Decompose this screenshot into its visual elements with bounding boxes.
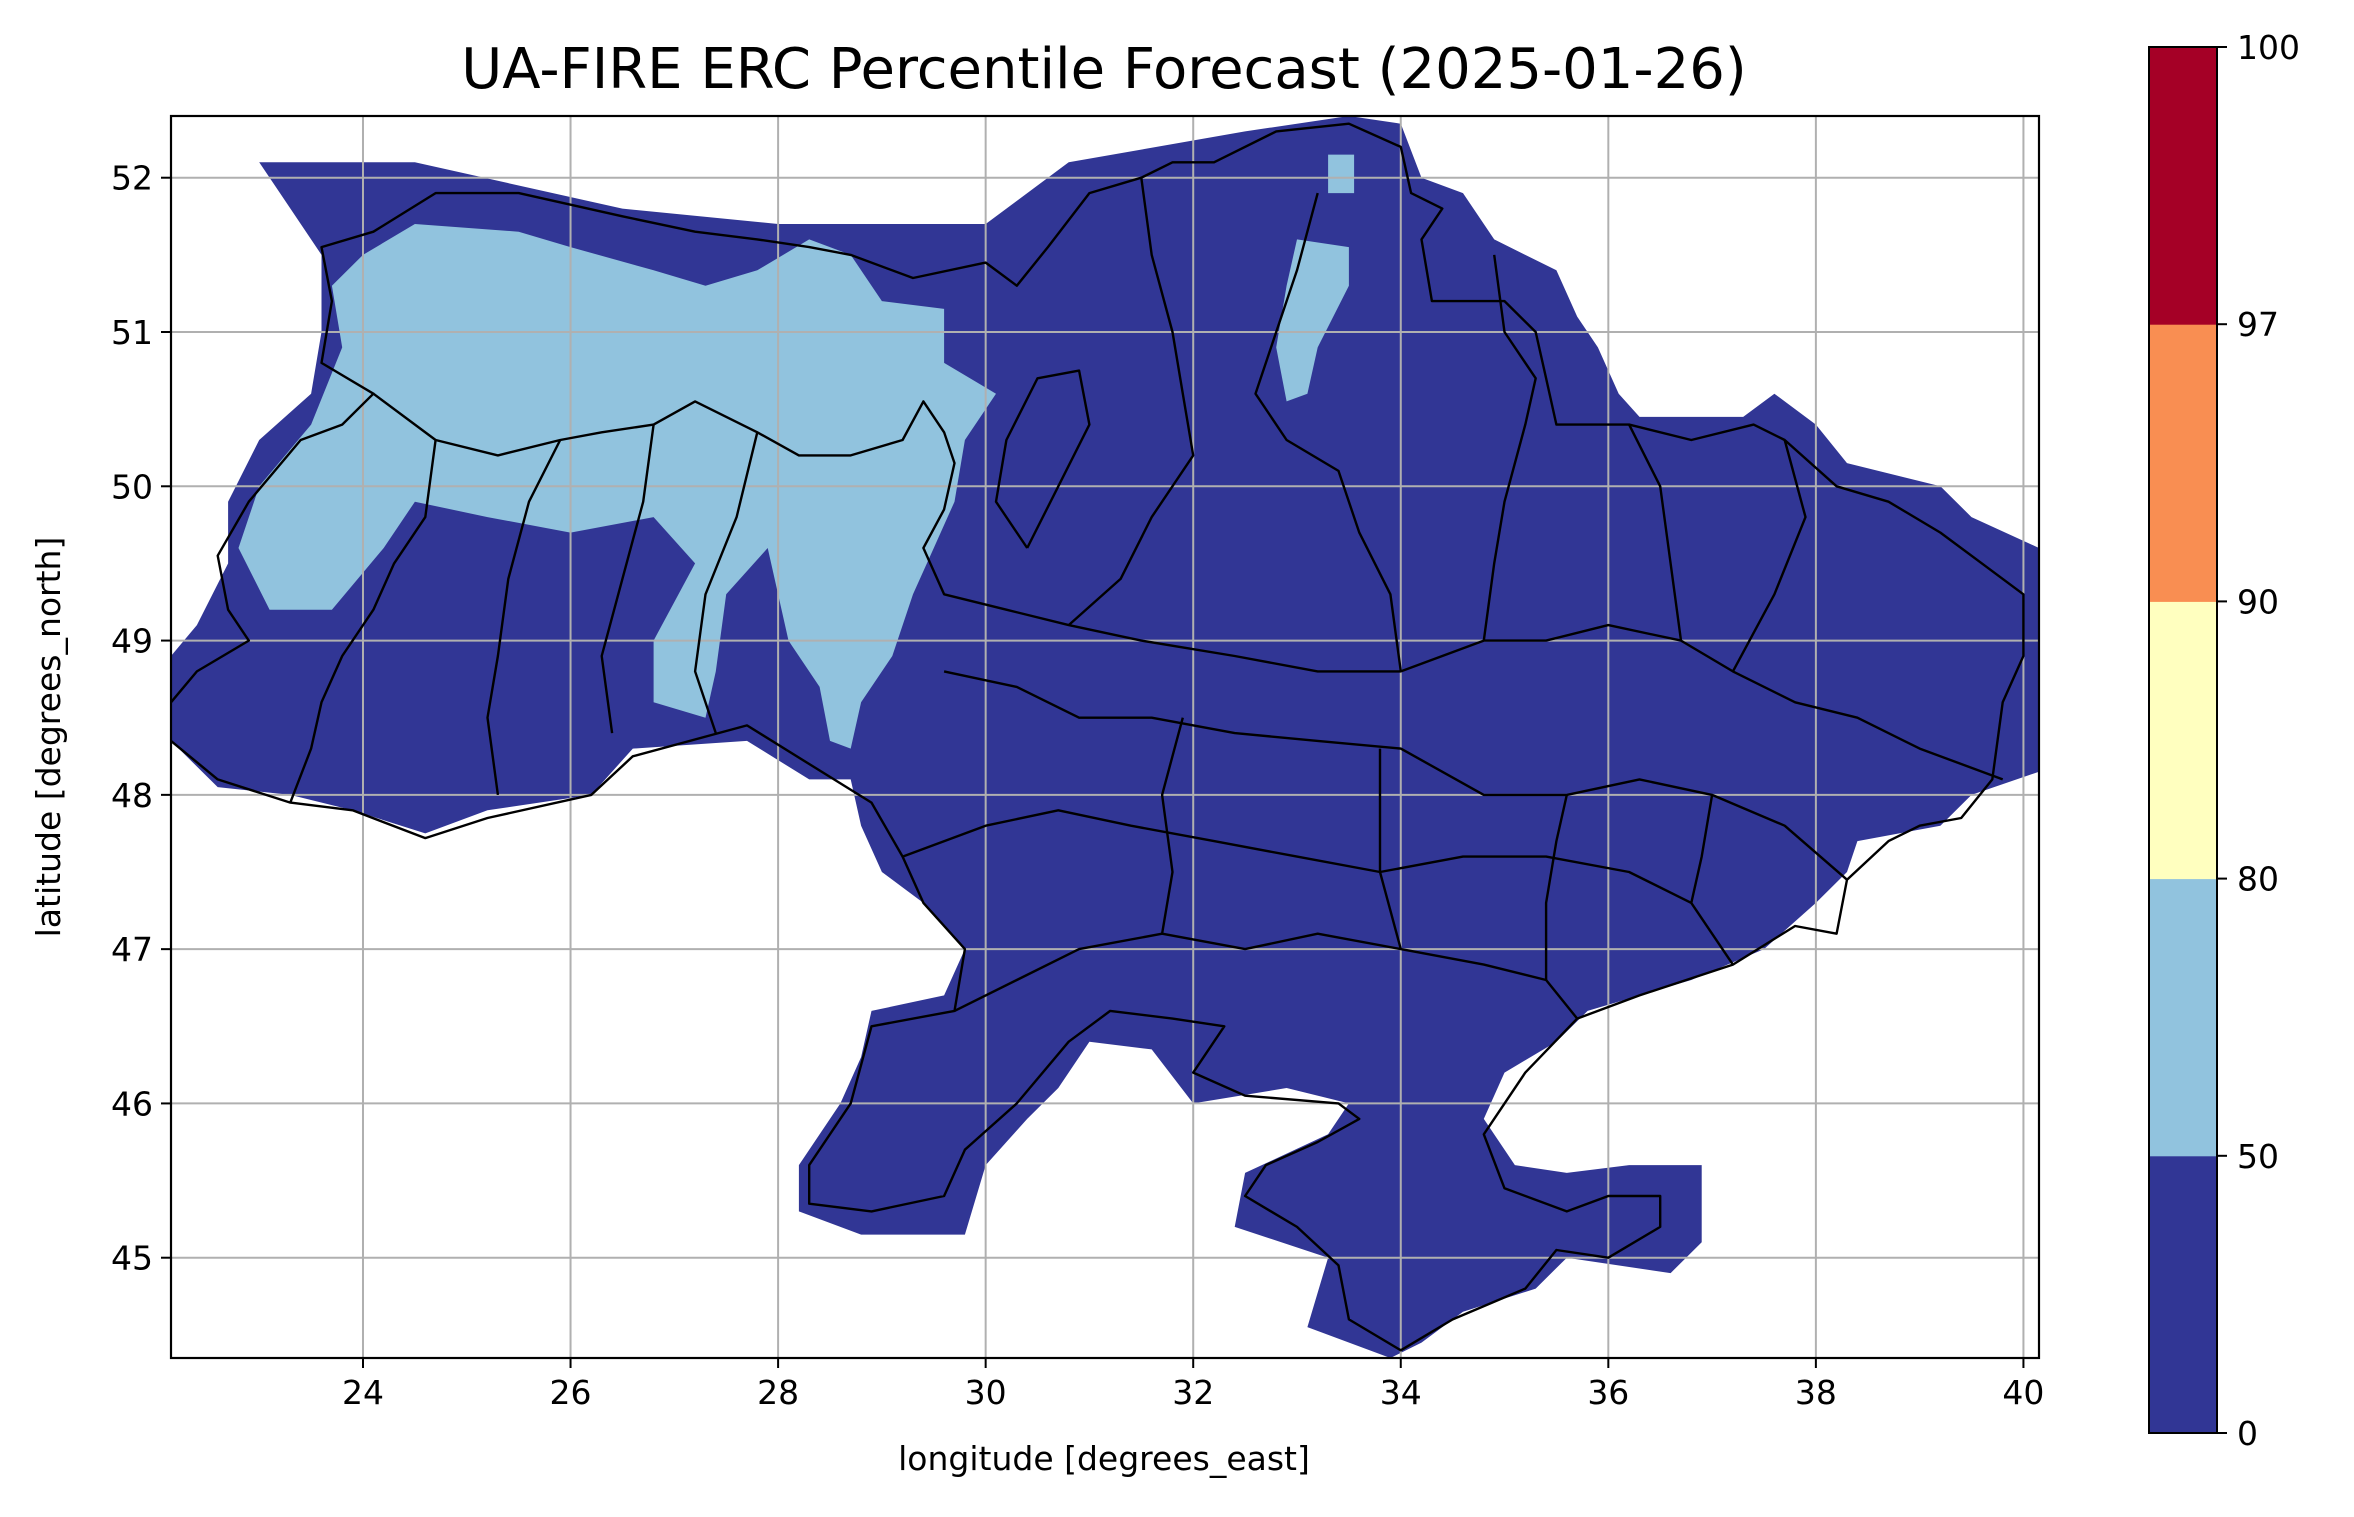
x-tick-label-30: 30 — [965, 1373, 1007, 1412]
y-tick-label-51: 51 — [111, 313, 153, 352]
colorbar-segment-50-80 — [2149, 878, 2217, 1157]
admin-border-10 — [1254, 192, 1402, 672]
colorbar-tick-label-100: 100 — [2237, 28, 2300, 67]
admin-border-1 — [372, 392, 2004, 781]
x-axis-label: longitude [degrees_east] — [898, 1439, 1310, 1478]
admin-border-17 — [1544, 794, 1568, 980]
colorbar-tick-label-97: 97 — [2237, 305, 2279, 344]
y-tick-label-50: 50 — [111, 467, 153, 506]
y-tick-label-45: 45 — [111, 1239, 153, 1278]
y-tick-label-46: 46 — [111, 1084, 153, 1123]
x-tick-label-36: 36 — [1587, 1373, 1629, 1412]
colorbar-tick-label-90: 90 — [2237, 582, 2279, 621]
y-axis-label: latitude [degrees_north] — [29, 537, 68, 938]
x-tick-label-32: 32 — [1172, 1373, 1214, 1412]
admin-border-9 — [1067, 177, 1195, 626]
plot-frame — [169, 114, 2041, 1360]
chart-title: UA-FIRE ERC Percentile Forecast (2025-01… — [461, 37, 1746, 102]
colorbar-tick-label-0: 0 — [2237, 1414, 2258, 1453]
admin-border-5 — [289, 439, 437, 804]
y-axis-ticks: 45 46 47 48 49 50 51 52 — [111, 159, 171, 1278]
colorbar-segment-80-90 — [2149, 601, 2217, 880]
oblast-borders — [171, 122, 2025, 1352]
admin-border-14 — [994, 369, 1091, 549]
admin-border-7 — [600, 424, 655, 734]
region-50-80-3 — [1328, 154, 1355, 194]
x-tick-label-28: 28 — [757, 1373, 799, 1412]
admin-border-4 — [953, 932, 1579, 1020]
y-tick-label-52: 52 — [111, 159, 153, 198]
admin-border-3 — [902, 809, 1734, 966]
x-tick-label-38: 38 — [1795, 1373, 1837, 1412]
colorbar-tick-label-80: 80 — [2237, 860, 2279, 899]
admin-border-6 — [486, 439, 562, 796]
admin-border-18 — [1690, 794, 1714, 904]
colorbar-tick-label-50: 50 — [2237, 1137, 2279, 1176]
gridlines — [171, 116, 2039, 1358]
admin-border-15 — [1160, 717, 1184, 934]
x-tick-label-34: 34 — [1380, 1373, 1422, 1412]
admin-border-11 — [1482, 254, 1537, 641]
y-tick-label-48: 48 — [111, 776, 153, 815]
x-tick-label-40: 40 — [2002, 1373, 2044, 1412]
x-tick-label-24: 24 — [342, 1373, 384, 1412]
colorbar: 0 50 80 90 97 100 — [2148, 28, 2300, 1453]
percentile-regions — [171, 116, 2039, 1358]
admin-border-12 — [1628, 424, 1683, 641]
colorbar-frame — [2148, 46, 2218, 1434]
admin-border-13 — [1731, 439, 1807, 672]
colorbar-segment-0-50 — [2149, 1155, 2217, 1434]
colorbar-segment-90-97 — [2149, 324, 2217, 602]
x-axis-ticks: 24 26 28 30 32 34 36 38 40 — [342, 1358, 2044, 1412]
admin-border-16 — [1378, 748, 1402, 950]
map-layer — [171, 116, 2039, 1358]
y-tick-label-49: 49 — [111, 622, 153, 661]
admin-border-8 — [693, 432, 759, 734]
y-tick-label-47: 47 — [111, 930, 153, 969]
x-tick-label-26: 26 — [550, 1373, 592, 1412]
colorbar-segment-97-100 — [2149, 47, 2217, 325]
